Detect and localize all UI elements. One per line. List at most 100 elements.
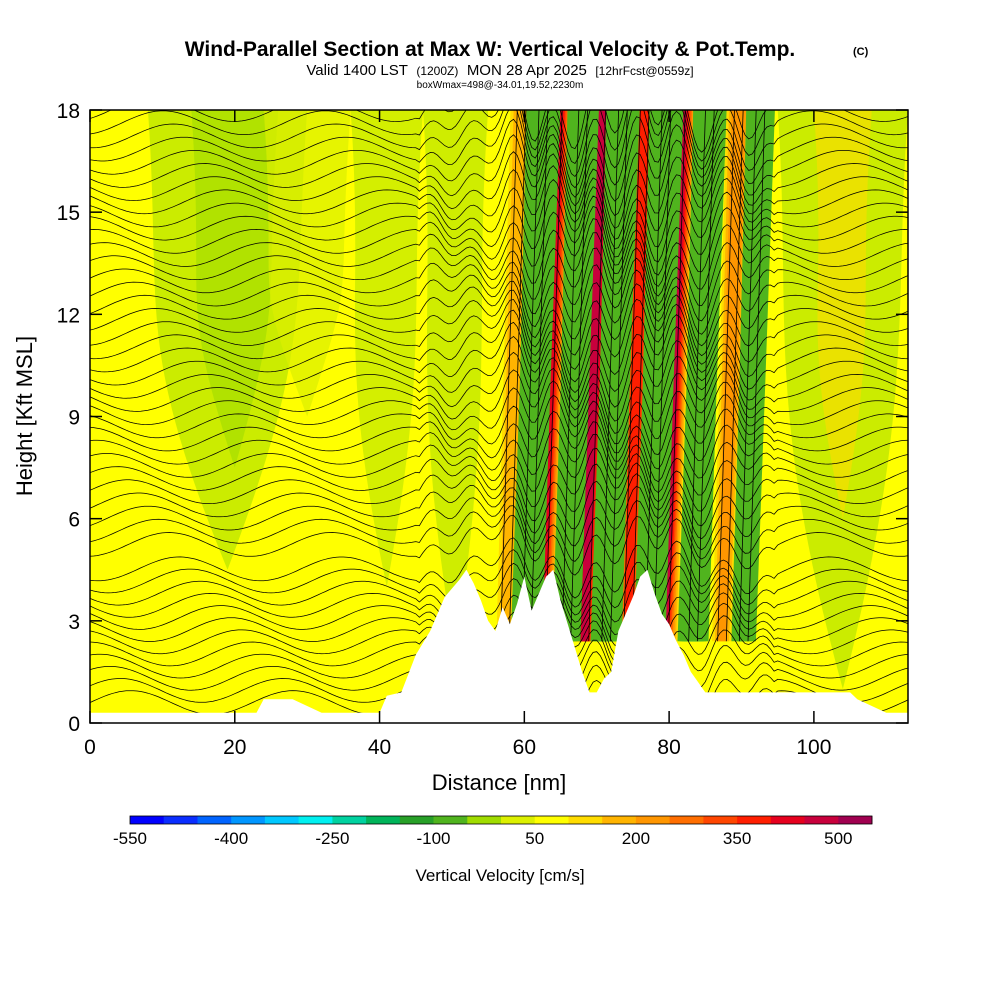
colorbar-swatch-9 [433,816,468,824]
isentrope-22 [90,380,908,445]
colorbar-swatch-5 [298,816,333,824]
colorbar-tick-label-200: 200 [622,829,650,848]
colorbar-swatch-16 [669,816,704,824]
y-tick-label-12: 12 [57,304,80,327]
background-patch-4 [422,110,489,655]
isentrope-30 [90,269,908,347]
y-tick-label-6: 6 [68,509,80,532]
isentrope-27 [90,309,908,383]
colorbar-swatch-8 [399,816,434,824]
colorbar-swatch-3 [231,816,266,824]
isentrope-15 [90,473,908,540]
isentrope-32 [90,247,908,322]
copyright-mark: (C) [853,46,869,58]
isentrope-35 [90,206,908,276]
x-axis: 0 20 40 60 80 100 [84,110,831,759]
colorbar-swatch-7 [366,816,401,824]
colorbar-swatch-15 [635,816,670,824]
colorbar-swatch-13 [568,816,603,824]
downdraft-column-5-level-2 [731,110,775,642]
downdraft-column-edge-3 [644,110,672,642]
isentrope-11 [90,537,908,599]
downdraft-column-edge-5 [738,110,766,642]
isentrope-43 [90,110,908,178]
y-tick-label-15: 15 [57,202,80,225]
colorbar-swatch-12 [534,816,569,824]
colorbar-swatch-2 [197,816,232,824]
colorbar-swatch-20 [804,816,839,824]
isentrope-10 [90,549,908,609]
x-tick-label-20: 20 [223,736,246,759]
updraft-column-2-level-8 [581,110,607,642]
isentrope-40 [90,134,908,217]
isentrope-36 [90,191,908,263]
background-patch-1 [191,110,279,468]
isentrope-44 [90,110,908,165]
isentrope-8 [90,578,908,636]
colorbar-tick-label-500: 500 [824,829,852,848]
x-tick-label-80: 80 [657,736,680,759]
colorbar: -550 -400 -250 -100 50 200 350 500 [113,815,873,848]
colorbar-swatch-10 [467,816,502,824]
isentrope-21 [90,394,908,456]
isentrope-13 [90,500,908,562]
isentrope-24 [90,351,908,422]
colorbar-swatch-17 [703,816,738,824]
x-axis-label: Distance [nm] [432,770,567,795]
colorbar-tick-label--550: -550 [113,829,147,848]
isentrope-45 [90,110,908,153]
box-wmax-info: boxWmax=498@-34.01,19.52,2230m [417,80,584,91]
updraft-column-3-level-6 [624,110,651,642]
isentrope-18 [90,434,908,496]
colorbar-tick-label--400: -400 [214,829,248,848]
x-tick-label-0: 0 [84,736,96,759]
colorbar-tick-label--100: -100 [416,829,450,848]
colorbar-swatch-0 [130,816,165,824]
isentrope-12 [90,514,908,576]
colorbar-tick-label-50: 50 [525,829,544,848]
valid-utc: (1200Z) [416,64,458,78]
y-tick-label-3: 3 [68,611,80,634]
isentrope-38 [90,165,908,240]
isentrope-19 [90,421,908,483]
background-patch-3 [350,110,423,587]
colorbar-swatch-11 [501,816,536,824]
y-tick-label-0: 0 [68,713,80,736]
x-tick-label-40: 40 [368,736,391,759]
y-axis-label: Height [Kft MSL] [12,336,37,496]
downdraft-column-3-level-8 [633,110,684,642]
isentrope-14 [90,485,908,551]
valid-date: MON 28 Apr 2025 [467,62,587,79]
colorbar-title: Vertical Velocity [cm/s] [415,866,584,885]
x-tick-label-100: 100 [796,736,831,759]
isentrope-37 [90,178,908,250]
downdraft-column-1-level-4 [552,110,599,642]
isentrope-33 [90,232,908,307]
valid-line: Valid 1400 LST (1200Z) MON 28 Apr 2025 [… [306,62,693,79]
isentrope-39 [90,151,908,229]
colorbar-frame [129,815,873,825]
isentrope-41 [90,118,908,202]
y-tick-label-9: 9 [68,407,80,430]
colorbar-swatch-18 [737,816,772,824]
terrain-mask [90,569,908,723]
chart-title: Wind-Parallel Section at Max W: Vertical… [185,38,796,61]
colorbar-swatch-14 [602,816,637,824]
colorbar-swatch-19 [770,816,805,824]
valid-prefix: Valid 1400 LST [306,62,407,79]
updraft-column-edge-3 [623,110,650,642]
isentrope-42 [90,110,908,189]
plot-area [90,110,908,723]
colorbar-swatch-6 [332,816,367,824]
isentrope-34 [90,218,908,290]
colorbar-swatch-4 [264,816,299,824]
isentrope-23 [90,368,908,434]
colorbar-tick-label-350: 350 [723,829,751,848]
isentrope-16 [90,462,908,527]
x-tick-label-60: 60 [513,736,536,759]
colorbar-swatch-1 [163,816,198,824]
vertical-velocity-columns [492,110,775,642]
y-axis: 0 3 6 9 12 15 18 [57,100,908,736]
y-tick-label-18: 18 [57,100,80,123]
